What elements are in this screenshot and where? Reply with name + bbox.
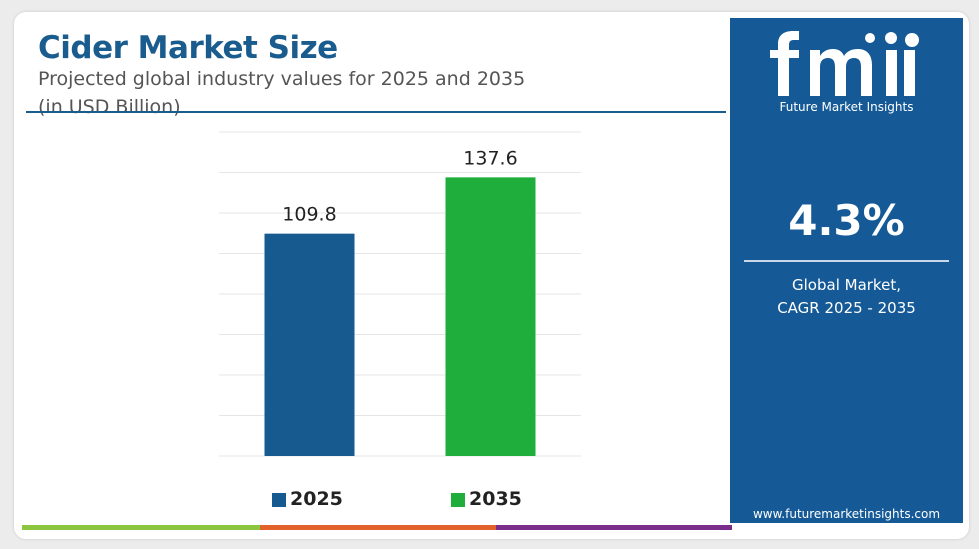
bar-2025 [264, 233, 355, 456]
legend-label-2025: 2025 [290, 488, 343, 510]
footer-bar-orange [260, 525, 496, 530]
cagr-label: Global Market, CAGR 2025 - 2035 [730, 274, 963, 320]
legend-swatch-2025 [272, 493, 286, 507]
website-link[interactable]: www.futuremarketinsights.com [752, 507, 941, 521]
footer-bar-green [22, 525, 260, 530]
page-title: Cider Market Size [38, 30, 338, 66]
infographic-card: Cider Market Size Projected global indus… [14, 12, 969, 539]
subtitle: Projected global industry values for 202… [38, 68, 526, 90]
side-panel: Future Market Insights 4.3% Global Marke… [730, 18, 963, 523]
data-label-2025: 109.8 [282, 204, 336, 226]
panel-divider [744, 260, 949, 262]
legend-swatch-2035 [451, 493, 465, 507]
fmi-logo-icon [770, 31, 919, 96]
header-divider [26, 111, 726, 113]
bar-2035 [445, 177, 536, 457]
cagr-label-line1: Global Market, [792, 276, 901, 294]
cagr-label-line2: CAGR 2025 - 2035 [777, 299, 916, 317]
brand-text: Future Market Insights [779, 100, 914, 114]
cagr-value: 4.3% [788, 196, 905, 245]
bar-chart: 109.8 137.6 [219, 131, 581, 457]
data-label-2035: 137.6 [463, 147, 517, 169]
footer-bar-purple [496, 525, 732, 530]
legend-label-2035: 2035 [469, 488, 522, 510]
